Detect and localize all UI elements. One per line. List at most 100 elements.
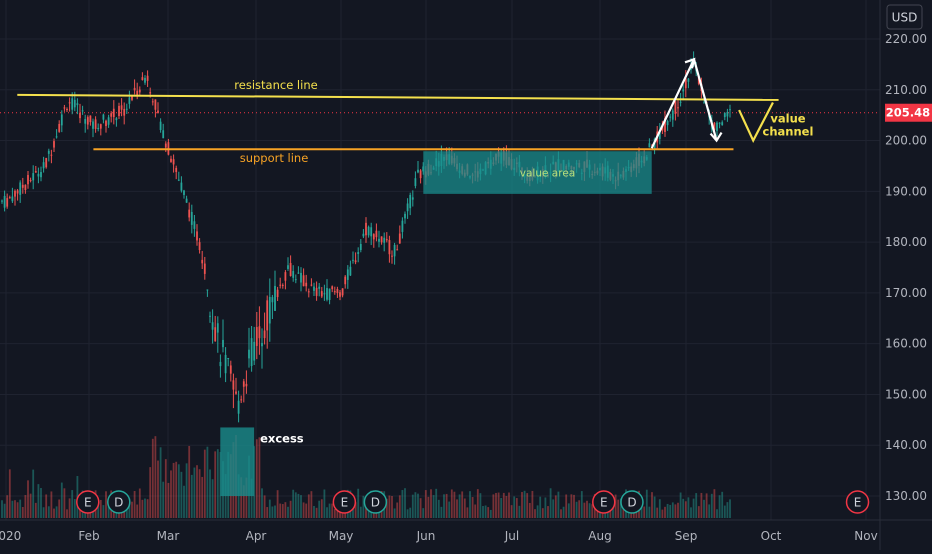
candle-body (344, 276, 347, 285)
volume-bar (578, 500, 581, 518)
candle-body (110, 113, 113, 117)
volume-bar (144, 498, 146, 518)
candle-body (164, 143, 167, 148)
candle-body (682, 89, 685, 92)
volume-bar (487, 507, 490, 518)
volume-bar (489, 509, 492, 518)
dividend-marker[interactable] (107, 490, 131, 514)
volume-bar (271, 506, 274, 518)
volume-bar (643, 506, 646, 518)
volume-bar (47, 506, 50, 518)
volume-bar (138, 488, 141, 518)
volume-bar (263, 495, 266, 518)
currency-button[interactable] (886, 4, 923, 30)
volume-bar (333, 508, 336, 518)
volume-bar (255, 439, 258, 518)
volume-bar (531, 490, 534, 518)
volume-bar (302, 502, 305, 518)
candle-body (669, 116, 672, 118)
candle-body (27, 175, 29, 185)
volume-bar (398, 495, 401, 518)
candle-body (66, 109, 68, 111)
candle-body (305, 282, 308, 287)
volume-bar (541, 508, 544, 518)
volume-bar (596, 507, 599, 518)
volume-bar (474, 504, 477, 518)
volume-bar (560, 509, 562, 518)
y-tick-label: 220.00 (885, 32, 927, 46)
candle-body (401, 220, 404, 232)
candle-body (11, 196, 14, 202)
volume-bar (274, 505, 276, 518)
candle-body (203, 263, 206, 274)
y-tick-label: 130.00 (885, 489, 927, 503)
volume-bar (172, 462, 175, 518)
volume-bar (557, 491, 560, 518)
volume-bar (175, 461, 178, 518)
candle-body (201, 259, 204, 264)
volume-bar (102, 505, 105, 518)
volume-bar (3, 503, 6, 518)
volume-bar (162, 481, 165, 518)
candle-body (232, 380, 235, 390)
volume-bar (544, 497, 547, 518)
candle-body (677, 107, 679, 109)
candle-body (37, 173, 40, 177)
volume-bar (125, 507, 128, 518)
candle-body (346, 269, 349, 280)
volume-bar (310, 491, 313, 518)
candle-body (417, 169, 419, 173)
currency-label[interactable]: USD (892, 11, 918, 25)
candle-body (50, 154, 53, 156)
value-channel-label: channel (763, 124, 814, 138)
volume-bar (695, 493, 698, 518)
candle-body (222, 339, 224, 348)
volume-bar (534, 509, 536, 518)
earnings-marker[interactable] (845, 490, 870, 514)
volume-bar (149, 467, 152, 518)
event-marker-label: D (114, 496, 123, 510)
volume-bar (500, 497, 503, 518)
volume-bar (19, 499, 22, 518)
excess-label: excess (260, 432, 304, 446)
volume-bar (157, 460, 159, 518)
volume-bar (297, 493, 300, 518)
candle-body (211, 322, 214, 330)
event-marker-label: E (84, 496, 92, 510)
candle-body (268, 296, 271, 324)
volume-bar (453, 491, 456, 518)
candle-body (328, 288, 331, 300)
volume-bar (411, 494, 414, 518)
volume-bar (216, 449, 219, 518)
dividend-marker[interactable] (363, 490, 388, 514)
y-tick-label: 140.00 (885, 438, 927, 452)
dividend-marker[interactable] (620, 490, 644, 514)
volume-bar (16, 502, 19, 518)
earnings-marker[interactable] (76, 490, 100, 514)
volume-bar (463, 498, 466, 518)
candle-body (180, 182, 183, 191)
candle-body (219, 361, 222, 367)
candle-body (112, 108, 115, 118)
volume-bar (497, 492, 500, 518)
candle-body (214, 327, 217, 342)
candle-body (302, 275, 305, 287)
earnings-marker[interactable] (332, 490, 357, 514)
volume-bar (99, 499, 102, 518)
candle-body (307, 291, 310, 293)
candle-body (718, 122, 721, 124)
volume-bar (622, 502, 625, 518)
candle-body (274, 285, 276, 311)
candle-body (300, 272, 302, 283)
volume-bar (206, 446, 209, 518)
earnings-marker[interactable] (592, 490, 616, 514)
candle-body (684, 78, 687, 89)
volume-bar (1, 500, 3, 518)
candle-body (362, 233, 365, 237)
volume-bar (713, 489, 716, 518)
volume-bar (554, 495, 557, 518)
volume-bar (726, 502, 729, 518)
volume-bar (458, 494, 461, 518)
